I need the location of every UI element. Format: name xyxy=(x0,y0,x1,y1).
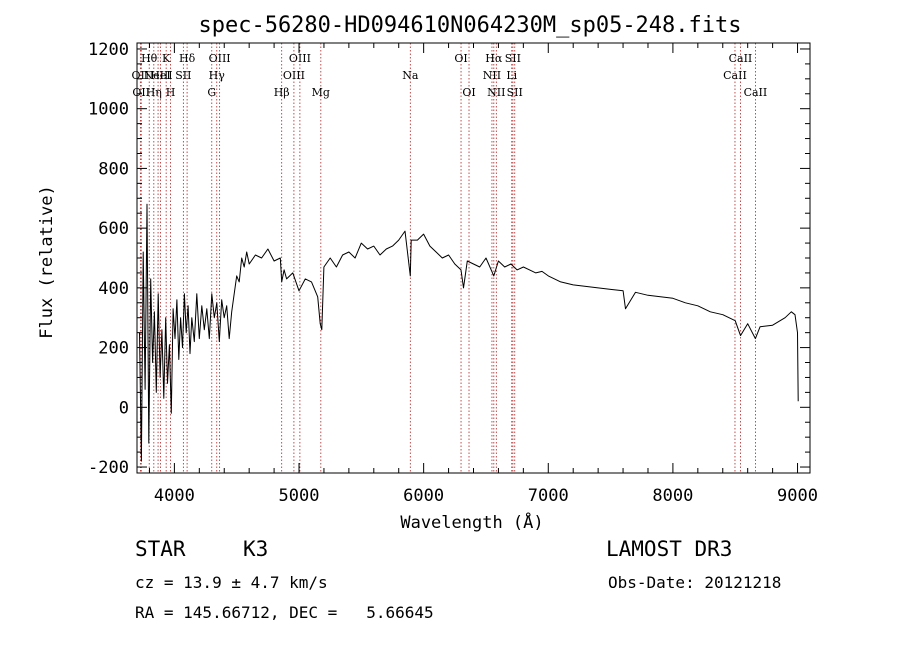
spectral-line-label: CaII xyxy=(723,69,747,82)
spectral-line-label: H xyxy=(166,86,176,99)
x-tick-label: 4000 xyxy=(154,486,195,506)
plot-frame xyxy=(136,42,811,474)
x-tick-label: 9000 xyxy=(777,486,818,506)
spectral-line-label: Hδ xyxy=(179,52,196,65)
spectral-line-label: SII xyxy=(175,69,191,82)
spectral-line-label: CaII xyxy=(744,86,768,99)
spectral-line-label: Hα xyxy=(485,52,503,65)
y-axis-ticks: -200 0 200 400 600 800 1000 1200 xyxy=(88,40,810,478)
spectral-line-label: G xyxy=(207,86,216,99)
spectral-line-label: OIII xyxy=(289,52,311,65)
chart-title: spec-56280-HD094610N064230M_sp05-248.fit… xyxy=(198,13,741,38)
spectral-line-label: Hβ xyxy=(274,86,290,99)
spectral-line-label: Hη xyxy=(146,86,162,99)
x-tick-label: 7000 xyxy=(528,486,569,506)
spectral-line-label: SII xyxy=(505,52,521,65)
spectral-line-label: NeIII xyxy=(143,69,172,82)
flux-series xyxy=(139,203,799,462)
series-line-flux xyxy=(139,203,799,462)
spectral-line-label: HeI xyxy=(150,69,170,82)
spectral-line-label: CaII xyxy=(729,52,753,65)
x-axis-ticks: 4000 5000 6000 7000 8000 9000 xyxy=(148,43,818,506)
x-axis-label: Wavelength (Å) xyxy=(400,511,543,533)
spectral-line-label: OII xyxy=(132,69,150,82)
y-tick-label: 200 xyxy=(98,339,129,359)
y-tick-label: 1000 xyxy=(88,100,129,120)
spectral-line-label: OI xyxy=(462,86,475,99)
spectral-line-label: NII xyxy=(487,86,505,99)
object-class: STAR xyxy=(135,537,186,561)
spectral-line-label: Hθ xyxy=(141,52,158,65)
y-tick-label: -200 xyxy=(88,458,129,478)
y-tick-label: 400 xyxy=(98,279,129,299)
y-tick-label: 0 xyxy=(119,398,129,418)
x-tick-label: 8000 xyxy=(652,486,693,506)
x-tick-label: 6000 xyxy=(403,486,444,506)
object-subclass: K3 xyxy=(243,537,269,561)
y-tick-label: 1200 xyxy=(88,40,129,60)
spectral-line-labels: OIIOIIHθHηNeIIIHeIKHSIIHδGHγOIIIHβOIIIOI… xyxy=(132,52,768,99)
obs-date: Obs-Date: 20121218 xyxy=(608,573,782,592)
survey-name: LAMOST DR3 xyxy=(606,537,733,561)
x-tick-label: 5000 xyxy=(279,486,320,506)
spectral-line-label: Hγ xyxy=(209,69,226,82)
spectral-line-label: Na xyxy=(402,69,419,82)
spectral-line-label: Mg xyxy=(312,86,330,99)
spectral-line-label: OI xyxy=(454,52,467,65)
spectral-line-label: K xyxy=(162,52,171,65)
spectral-line-label: OIII xyxy=(209,52,231,65)
y-axis-label: Flux (relative) xyxy=(37,185,57,339)
ra-dec-text: RA = 145.66712, DEC = 5.66645 xyxy=(135,603,434,622)
y-tick-label: 600 xyxy=(98,219,129,239)
y-tick-label: 800 xyxy=(98,159,129,179)
redshift-text: cz = 13.9 ± 4.7 km/s xyxy=(135,573,328,592)
spectral-line-label: NII xyxy=(483,69,501,82)
spectral-line-markers xyxy=(139,43,756,473)
spectral-line-label: OIII xyxy=(283,69,305,82)
spectral-line-label: SII xyxy=(507,86,523,99)
spectral-line-label: Li xyxy=(506,69,517,82)
